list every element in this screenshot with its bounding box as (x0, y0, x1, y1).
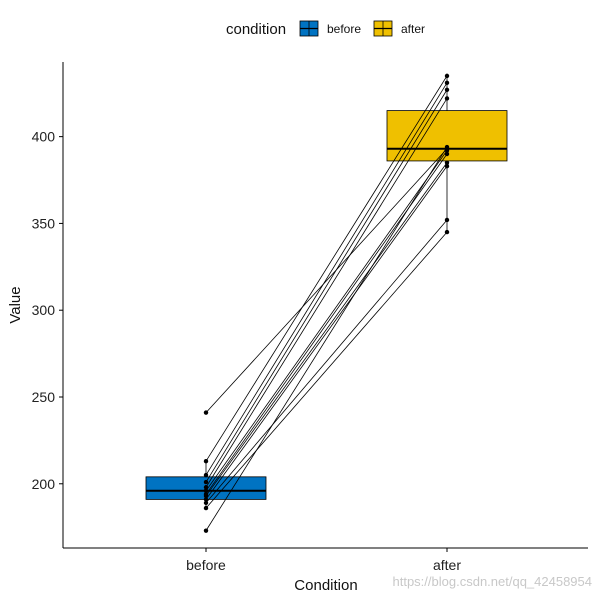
data-point-before (203, 479, 209, 485)
data-point-before (203, 472, 209, 478)
data-point-before (203, 505, 209, 511)
pair-line (205, 162, 448, 497)
pair-line (205, 150, 448, 491)
data-point-after (444, 217, 450, 223)
pair-line (205, 82, 448, 476)
pair-line (205, 146, 448, 531)
y-tick-label: 250 (32, 389, 56, 405)
pair-line (205, 148, 448, 413)
x-axis-title: Condition (294, 577, 357, 594)
data-point-after (444, 160, 450, 165)
legend-label-before: before (327, 22, 361, 36)
pair-line (205, 75, 448, 462)
data-point-after (444, 144, 450, 150)
pair-line (205, 165, 448, 500)
box-layer (145, 75, 508, 509)
y-axis-title: Value (7, 286, 24, 323)
x-tick-label: before (186, 557, 226, 573)
paired-lines-layer (205, 75, 448, 531)
y-tick-label: 300 (32, 302, 56, 318)
pair-line (205, 98, 448, 488)
pair-line (205, 89, 448, 483)
legend-label-after: after (401, 22, 425, 36)
data-point-before (203, 500, 209, 506)
data-point-after (444, 163, 450, 169)
y-axis-ticks: 200 250 300 350 400 (32, 129, 63, 492)
pair-line (205, 219, 448, 504)
data-point-after (444, 80, 450, 86)
data-point-after (444, 87, 450, 92)
data-point-before (203, 528, 209, 533)
watermark-text: https://blog.csdn.net/qq_42458954 (393, 574, 593, 589)
x-tick-label: after (433, 557, 461, 573)
data-point-after (444, 229, 450, 235)
data-point-after (444, 151, 450, 157)
y-tick-label: 200 (32, 476, 56, 492)
data-point-before (203, 485, 209, 490)
data-point-after (444, 73, 450, 79)
data-point-after (444, 148, 450, 153)
data-point-before (203, 488, 209, 493)
y-tick-label: 350 (32, 215, 56, 231)
legend-title: condition (226, 21, 286, 38)
pair-line (205, 231, 448, 509)
x-axis-ticks: before after (186, 548, 461, 573)
points-layer (203, 73, 450, 533)
data-point-before (203, 410, 209, 415)
data-point-after (444, 96, 450, 101)
data-point-before (203, 497, 209, 502)
data-point-before (203, 493, 209, 499)
data-point-before (203, 459, 209, 464)
y-tick-label: 400 (32, 129, 56, 145)
legend: condition before after (226, 20, 425, 38)
